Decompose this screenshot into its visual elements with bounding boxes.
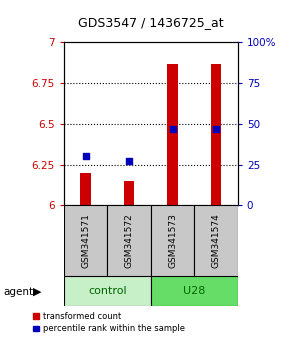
Bar (151, 276, 238, 306)
Legend: transformed count, percentile rank within the sample: transformed count, percentile rank withi… (33, 312, 185, 333)
Text: control: control (88, 286, 127, 296)
Bar (194, 205, 238, 276)
Bar (167, 64, 178, 205)
Point (127, 159, 131, 164)
Text: GSM341572: GSM341572 (124, 213, 134, 268)
Bar (80, 173, 91, 205)
Bar (64, 276, 151, 306)
Text: agent: agent (3, 287, 33, 297)
Point (214, 126, 218, 132)
Text: GSM341573: GSM341573 (168, 213, 177, 268)
Bar (211, 64, 222, 205)
Bar (151, 205, 194, 276)
Text: GSM341571: GSM341571 (81, 213, 90, 268)
Bar (124, 181, 135, 205)
Point (83, 154, 88, 159)
Text: ▶: ▶ (33, 287, 42, 297)
Bar (107, 205, 151, 276)
Bar (64, 205, 107, 276)
Point (170, 126, 175, 132)
Text: GDS3547 / 1436725_at: GDS3547 / 1436725_at (78, 16, 224, 29)
Text: U28: U28 (183, 286, 206, 296)
Text: GSM341574: GSM341574 (211, 213, 221, 268)
